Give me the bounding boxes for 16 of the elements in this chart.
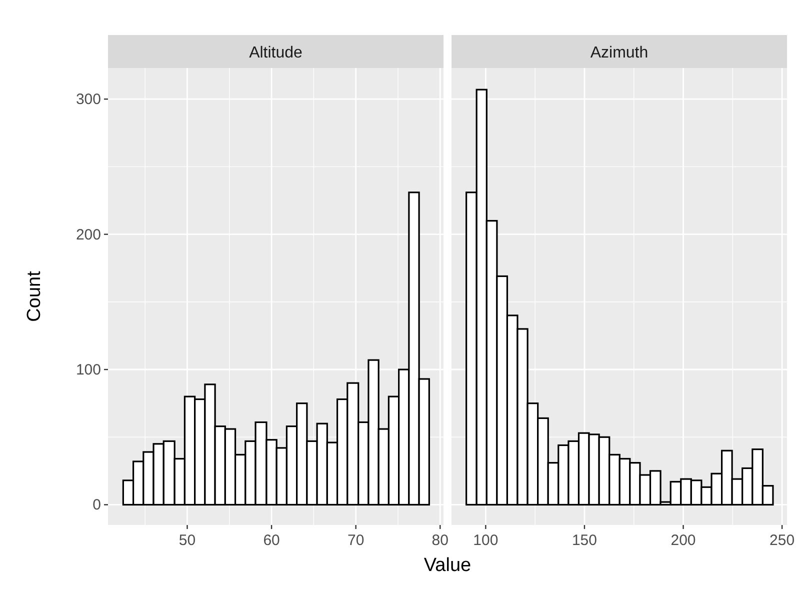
y-tick-label: 100 <box>76 362 101 379</box>
x-tick-label: 100 <box>473 532 498 549</box>
x-tick-label: 70 <box>347 532 364 549</box>
x-axis-title: Value <box>424 555 472 576</box>
x-tick-label: 200 <box>670 532 696 549</box>
chart-title: Azimuth <box>590 44 648 62</box>
x-tick-label: 60 <box>263 532 280 549</box>
y-tick-label: 0 <box>92 496 101 514</box>
y-tick-label: 300 <box>76 91 101 108</box>
x-tick-label: 50 <box>178 532 196 549</box>
y-axis-title: Count <box>24 270 45 322</box>
x-tick-label: 150 <box>572 532 597 549</box>
x-tick-label: 250 <box>770 532 795 549</box>
y-tick-label: 200 <box>76 226 101 244</box>
chart-title: Altitude <box>249 44 303 62</box>
x-tick-label: 80 <box>432 532 448 549</box>
